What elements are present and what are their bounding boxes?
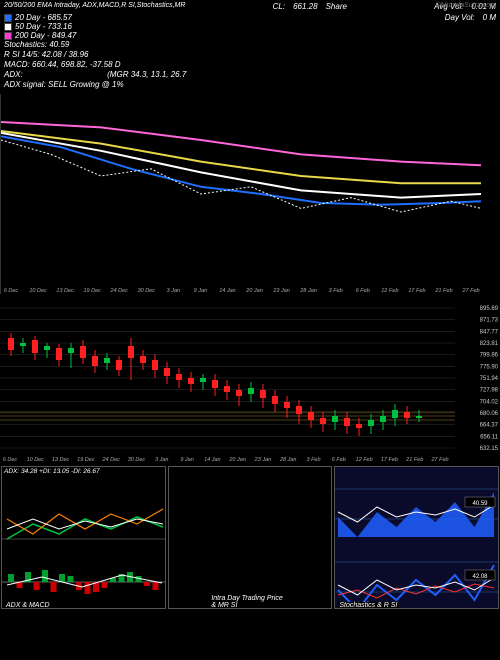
svg-text:3 Feb: 3 Feb <box>329 288 343 294</box>
svg-text:10 Dec: 10 Dec <box>29 288 47 294</box>
day-vol-value: 0 M <box>483 13 496 22</box>
mgr-stat: (MGR 34.3, 13.1, 26.7 <box>107 70 186 79</box>
svg-text:847.77: 847.77 <box>480 329 499 335</box>
cl-label: CL: <box>273 2 285 11</box>
stoch-svg: 40.59 42.08 <box>335 467 499 609</box>
legend-ema200: 200 Day - 849.47 <box>4 31 76 40</box>
svg-text:6 Feb: 6 Feb <box>356 288 370 294</box>
swatch-ema50 <box>4 23 12 31</box>
svg-text:3 Feb: 3 Feb <box>306 457 320 463</box>
adx-macd-panel: ADX: 34.28 +DI: 13.05 -DI: 26.67 ADX & M… <box>1 466 166 609</box>
header-sub: 20 Day - 685.57 Day Vol: 0 M <box>0 13 500 22</box>
intra-panel-title: Intra Day Trading Price & MR SI <box>209 595 290 609</box>
svg-text:19 Dec: 19 Dec <box>77 457 95 463</box>
adx-panel-title: ADX & MACD <box>4 602 52 609</box>
svg-text:23 Jan: 23 Jan <box>272 288 290 294</box>
ema200-label: 200 Day - 849.47 <box>15 31 76 40</box>
svg-text:23 Jan: 23 Jan <box>254 457 272 463</box>
ema-chart-svg: 6 Dec 10 Dec 13 Dec 19 Dec 24 Dec 30 Dec 3 Jan… <box>1 94 500 294</box>
share-label: Share <box>326 2 347 11</box>
svg-text:30 Dec: 30 Dec <box>128 457 146 463</box>
svg-text:28 Jan: 28 Jan <box>279 457 297 463</box>
svg-text:17 Feb: 17 Feb <box>408 288 425 294</box>
intraday-panel: Intra Day Trading Price & MR SI <box>168 466 333 609</box>
stoch-stat: Stochastics: 40.59 <box>4 40 496 50</box>
svg-text:19 Dec: 19 Dec <box>83 288 101 294</box>
svg-text:9 Jan: 9 Jan <box>194 288 207 294</box>
svg-text:14 Jan: 14 Jan <box>204 457 221 463</box>
legend-row-200: 200 Day - 849.47 <box>0 31 500 40</box>
adx-signal: ADX signal: SELL Growing @ 1% <box>4 80 496 90</box>
svg-text:20 Jan: 20 Jan <box>245 288 263 294</box>
stats-block: Stochastics: 40.59 R SI 14/5: 42.08 / 38… <box>0 40 500 90</box>
svg-text:751.94: 751.94 <box>480 376 499 382</box>
svg-text:3 Jan: 3 Jan <box>155 457 168 463</box>
svg-text:13 Dec: 13 Dec <box>56 288 74 294</box>
svg-text:28 Jan: 28 Jan <box>299 288 317 294</box>
svg-text:680.06: 680.06 <box>480 411 499 417</box>
cl-value: 661.28 <box>293 2 317 11</box>
svg-text:664.37: 664.37 <box>480 423 499 429</box>
day-vol-label: Day Vol: <box>445 13 475 22</box>
stoch-panel: 40.59 42.08 Stochastics & R SI <box>334 466 499 609</box>
svg-text:21 Feb: 21 Feb <box>405 457 423 463</box>
stoch-panel-title: Stochastics & R SI <box>337 602 399 609</box>
svg-text:24 Dec: 24 Dec <box>101 457 120 463</box>
legend-ema20: 20 Day - 685.57 <box>4 13 72 22</box>
svg-text:704.02: 704.02 <box>480 399 499 405</box>
adx-svg <box>2 467 166 609</box>
svg-text:727.98: 727.98 <box>480 388 499 394</box>
svg-text:6 Dec: 6 Dec <box>4 288 19 294</box>
watermark: ©MunafaSutra.com <box>436 2 496 9</box>
svg-text:823.81: 823.81 <box>480 341 499 347</box>
svg-text:9 Jan: 9 Jan <box>180 457 193 463</box>
svg-text:13 Dec: 13 Dec <box>52 457 70 463</box>
svg-text:12 Feb: 12 Feb <box>381 288 398 294</box>
svg-text:656.11: 656.11 <box>480 434 499 440</box>
svg-text:3 Jan: 3 Jan <box>167 288 180 294</box>
svg-text:775.90: 775.90 <box>480 364 499 370</box>
svg-text:14 Jan: 14 Jan <box>219 288 236 294</box>
svg-text:21 Feb: 21 Feb <box>434 288 452 294</box>
svg-text:27 Feb: 27 Feb <box>461 288 479 294</box>
candle-chart-svg: 895.69 871.73 847.77 823.81 799.86 775.90 751.… <box>0 298 500 463</box>
swatch-ema20 <box>4 14 12 22</box>
svg-text:6 Feb: 6 Feb <box>332 457 346 463</box>
macd-stat: MACD: 660.44, 698.82, -37.58 D <box>4 60 496 70</box>
svg-text:24 Dec: 24 Dec <box>110 288 129 294</box>
svg-text:17 Feb: 17 Feb <box>381 457 398 463</box>
swatch-ema200 <box>4 32 12 40</box>
adx-values: ADX: 34.28 +DI: 13.05 -DI: 26.67 <box>4 468 100 475</box>
svg-text:895.69: 895.69 <box>480 306 499 312</box>
adx-label: ADX: <box>4 70 23 79</box>
svg-text:42.08: 42.08 <box>473 574 489 580</box>
header-main: 20/50/200 EMA Intraday, ADX,MACD,R SI,St… <box>0 0 500 13</box>
header-title: 20/50/200 EMA Intraday, ADX,MACD,R SI,St… <box>4 2 185 11</box>
legend-ema50: 50 Day - 733.16 <box>4 22 72 31</box>
ema20-label: 20 Day - 685.57 <box>15 13 72 22</box>
svg-text:6 Dec: 6 Dec <box>3 457 18 463</box>
svg-text:12 Feb: 12 Feb <box>356 457 373 463</box>
svg-text:799.86: 799.86 <box>480 353 499 359</box>
legend-row-50: 50 Day - 733.16 <box>0 22 500 31</box>
svg-text:10 Dec: 10 Dec <box>27 457 45 463</box>
ema50-label: 50 Day - 733.16 <box>15 22 72 31</box>
svg-text:27 Feb: 27 Feb <box>430 457 448 463</box>
svg-text:632.15: 632.15 <box>480 446 499 452</box>
svg-text:40.59: 40.59 <box>473 501 489 507</box>
bottom-panels: ADX: 34.28 +DI: 13.05 -DI: 26.67 ADX & M… <box>0 465 500 610</box>
svg-text:20 Jan: 20 Jan <box>228 457 246 463</box>
rsi-stat: R SI 14/5: 42.08 / 38.96 <box>4 50 496 60</box>
svg-text:30 Dec: 30 Dec <box>138 288 156 294</box>
svg-text:871.73: 871.73 <box>480 318 499 324</box>
candle-chart: 895.69 871.73 847.77 823.81 799.86 775.90 751.… <box>0 298 500 463</box>
ema-chart: 6 Dec 10 Dec 13 Dec 19 Dec 24 Dec 30 Dec 3 Jan… <box>0 94 500 294</box>
